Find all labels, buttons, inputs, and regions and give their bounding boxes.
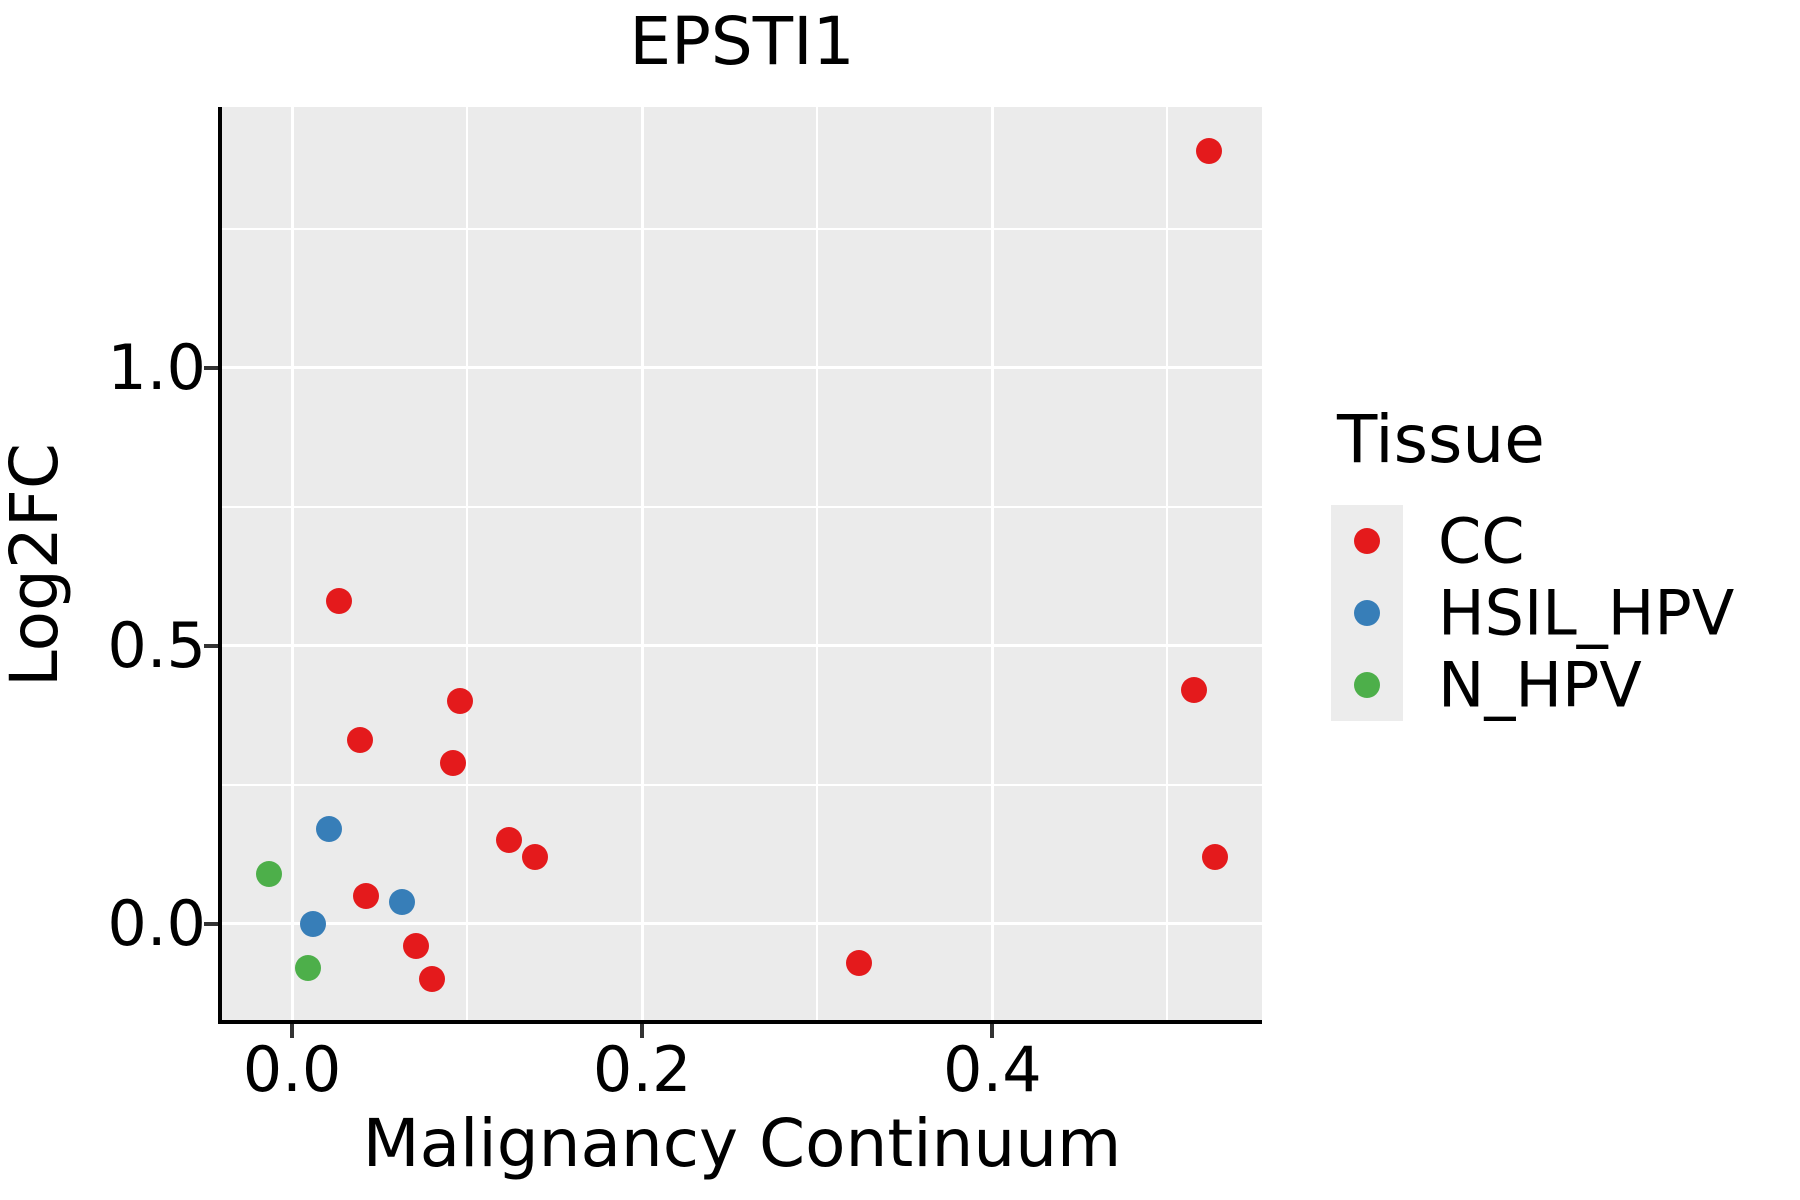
data-point-CC [326, 588, 353, 615]
data-point-CC [846, 949, 873, 976]
x-tick-mark [640, 1024, 645, 1038]
x-tick-label: 0.4 [943, 1033, 1042, 1106]
gridline-minor-y [222, 505, 1262, 508]
gridline-minor-x [816, 107, 819, 1020]
y-tick-mark [204, 921, 218, 926]
data-point-CC [419, 966, 446, 993]
gridline-major-x [640, 107, 644, 1020]
y-tick-label: 1.0 [107, 330, 206, 404]
gridline-major-x [290, 107, 294, 1020]
x-tick-label: 0.2 [592, 1033, 692, 1106]
data-point-N_HPV [256, 860, 283, 887]
y-tick-label: 0.0 [107, 886, 206, 960]
x-axis-line [218, 1020, 1262, 1024]
y-axis-title: Log2FC [0, 443, 73, 687]
chart-title: EPSTI1 [629, 3, 855, 80]
x-axis-title: Malignancy Continuum [362, 1105, 1122, 1182]
y-tick-mark [204, 365, 218, 370]
legend-item-CC: CC [1331, 504, 1751, 578]
data-point-CC [447, 688, 474, 715]
legend-label: CC [1438, 504, 1525, 578]
x-tick-mark [990, 1024, 995, 1038]
legend-dot-N_HPV [1354, 671, 1380, 698]
gridline-major-y [222, 366, 1262, 370]
gridline-minor-x [1166, 107, 1169, 1020]
y-tick-label: 0.5 [107, 608, 206, 682]
legend-items: CC HSIL_HPV N_HPV [1331, 504, 1751, 722]
gridline-minor-y [222, 783, 1262, 786]
legend-title: Tissue [1337, 401, 1545, 478]
y-axis-line [218, 107, 222, 1024]
data-point-CC [440, 749, 467, 776]
data-point-CC [496, 827, 523, 854]
legend-dot-HSIL_HPV [1354, 599, 1380, 626]
data-point-HSIL_HPV [315, 816, 342, 843]
data-point-CC [1180, 677, 1207, 704]
y-tick-mark [204, 643, 218, 648]
legend-label: N_HPV [1438, 648, 1642, 722]
data-point-CC [522, 844, 549, 871]
legend-item-N_HPV: N_HPV [1331, 648, 1751, 722]
data-point-HSIL_HPV [389, 888, 416, 915]
data-point-CC [1196, 137, 1223, 164]
gridline-minor-x [466, 107, 469, 1020]
x-tick-mark [290, 1024, 295, 1038]
data-point-CC [403, 933, 430, 960]
gridline-minor-y [222, 227, 1262, 230]
legend-item-HSIL_HPV: HSIL_HPV [1331, 576, 1751, 650]
gridline-major-x [990, 107, 994, 1020]
data-point-N_HPV [294, 955, 321, 982]
data-point-HSIL_HPV [300, 910, 327, 937]
legend-dot-CC [1354, 527, 1380, 554]
gridline-major-y [222, 922, 1262, 926]
data-point-CC [352, 883, 379, 909]
data-point-CC [347, 727, 374, 754]
legend-label: HSIL_HPV [1438, 576, 1735, 650]
gridline-major-y [222, 644, 1262, 648]
x-tick-label: 0.0 [242, 1033, 342, 1106]
legend: Tissue CC HSIL_HPV N_HPV [1331, 401, 1751, 722]
plot-panel [222, 107, 1262, 1020]
data-point-CC [1201, 844, 1228, 871]
